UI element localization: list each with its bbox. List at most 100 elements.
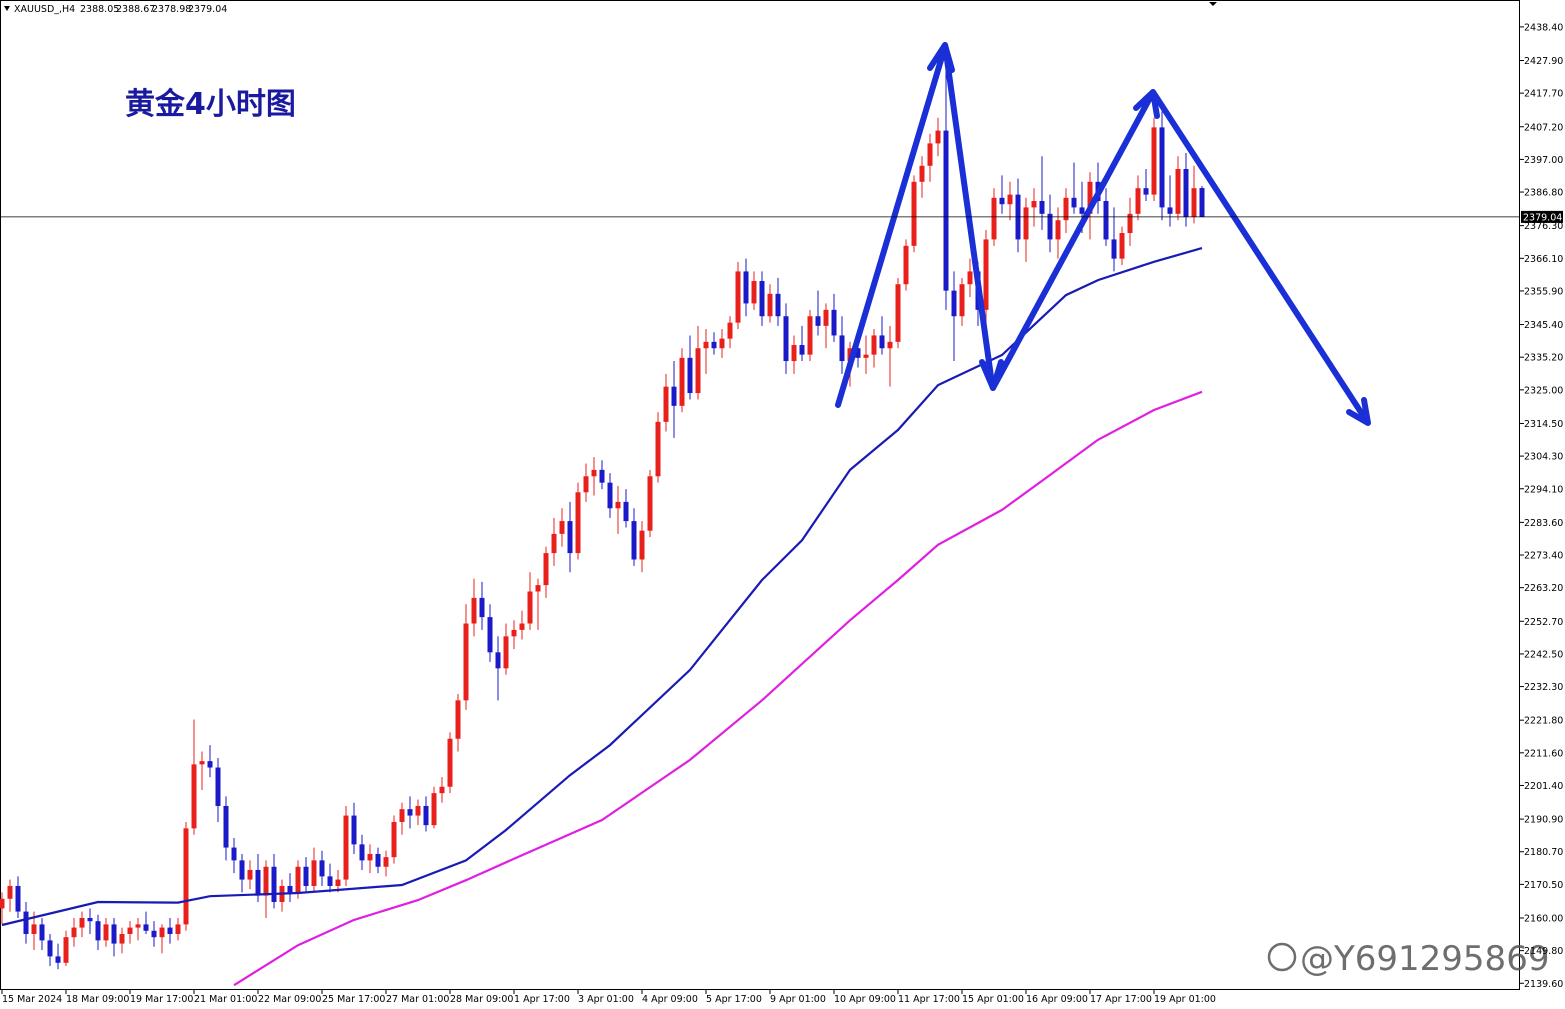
x-tick-label: 15 Apr 01:00 [962, 994, 1024, 1005]
candle-body [375, 853, 381, 867]
candle-body [303, 866, 309, 886]
candle-body [383, 857, 389, 867]
candle-body [535, 585, 541, 592]
candle-body [783, 316, 789, 362]
y-tick-label: 2294.10 [1524, 484, 1563, 495]
candle-body [623, 501, 629, 522]
candle-body [727, 322, 733, 339]
y-tick-label: 2386.80 [1524, 188, 1563, 199]
candle-body [1199, 188, 1205, 217]
arrow-down-1 [942, 42, 995, 387]
candle-body [39, 924, 45, 941]
y-tick-label: 2160.00 [1524, 913, 1563, 924]
candle-body [895, 284, 901, 342]
candle-body [1127, 213, 1133, 234]
candle-body [407, 809, 413, 816]
candle-body [695, 348, 701, 394]
candle-body [519, 623, 525, 630]
candle-body [23, 911, 29, 934]
watermark-icon [1267, 942, 1297, 972]
candle-body [951, 290, 957, 317]
candle-body [175, 924, 181, 934]
candle-body [79, 917, 85, 928]
candle-body [327, 876, 333, 886]
x-tick-label: 11 Apr 17:00 [898, 994, 960, 1005]
candle-body [959, 284, 965, 317]
candle-body [607, 482, 613, 509]
candle-body [823, 309, 829, 326]
candle-body [1023, 207, 1029, 240]
candle-body [791, 345, 797, 362]
y-tick-label: 2355.90 [1524, 286, 1563, 297]
candle-body [703, 341, 709, 349]
candle-body [871, 335, 877, 355]
candle-body [471, 597, 477, 624]
x-tick-label: 19 Mar 17:00 [130, 994, 193, 1005]
x-tick-label: 18 Mar 09:00 [66, 994, 129, 1005]
candle-body [15, 885, 21, 912]
candle-body [591, 469, 597, 477]
candle-body [319, 860, 325, 877]
candle-body [1183, 169, 1189, 218]
shift-marker [1209, 2, 1217, 6]
watermark-text: @Y691295869 [1300, 939, 1549, 979]
candle-body [863, 354, 869, 358]
candle-body [1175, 169, 1181, 214]
candle-body [543, 553, 549, 586]
candle-body [207, 761, 213, 768]
candle-body [239, 860, 245, 880]
y-tick-label: 2221.80 [1524, 716, 1563, 727]
candle-body [87, 917, 93, 922]
candle-body [639, 530, 645, 560]
candle-body [1063, 197, 1069, 221]
y-tick-label: 2314.50 [1524, 419, 1563, 430]
x-tick-label: 9 Apr 01:00 [770, 994, 826, 1005]
y-tick-label: 2252.70 [1524, 617, 1563, 628]
candle-body [0, 898, 5, 909]
candle-body [7, 885, 13, 899]
y-tick-label: 2232.30 [1524, 682, 1563, 693]
candle-body [999, 197, 1005, 205]
candle-body [903, 245, 909, 285]
y-tick-label: 2427.90 [1524, 56, 1563, 67]
annotation-arrows [835, 42, 1371, 426]
arrow-up-1 [835, 47, 947, 408]
header-open: 2388.05 [80, 4, 119, 15]
candle-body [647, 476, 653, 531]
candle-body [215, 767, 221, 806]
candle-body [111, 924, 117, 944]
arrow-head [1346, 397, 1371, 426]
candle-body [551, 533, 557, 554]
candle-body [479, 597, 485, 618]
candle-body [415, 805, 421, 816]
candle-body [1111, 239, 1117, 259]
candle-body [167, 927, 173, 934]
candle-body [47, 940, 53, 957]
candle-body [991, 197, 997, 240]
candle-body [807, 316, 813, 355]
candle-body [911, 181, 917, 246]
x-tick-label: 22 Mar 09:00 [258, 994, 321, 1005]
candle-body [495, 652, 501, 669]
candle-body [399, 809, 405, 822]
price-label: 2379.04 [1523, 212, 1562, 223]
x-tick-label: 19 Apr 01:00 [1154, 994, 1216, 1005]
candle-body [191, 764, 197, 829]
y-tick-label: 2438.40 [1524, 22, 1563, 33]
candle-body [223, 805, 229, 848]
candle-body [1159, 127, 1165, 208]
candle-body [575, 492, 581, 554]
candle-body [503, 636, 509, 669]
candle-body [615, 501, 621, 509]
candle-body [351, 815, 357, 845]
candle-body [935, 130, 941, 144]
candle-body [119, 933, 125, 944]
candle-body [1087, 181, 1093, 214]
candle-body [455, 700, 461, 739]
candle-body [247, 869, 253, 880]
candle-body [1079, 207, 1085, 214]
x-tick-label: 25 Mar 17:00 [322, 994, 385, 1005]
candle-body [199, 761, 205, 765]
